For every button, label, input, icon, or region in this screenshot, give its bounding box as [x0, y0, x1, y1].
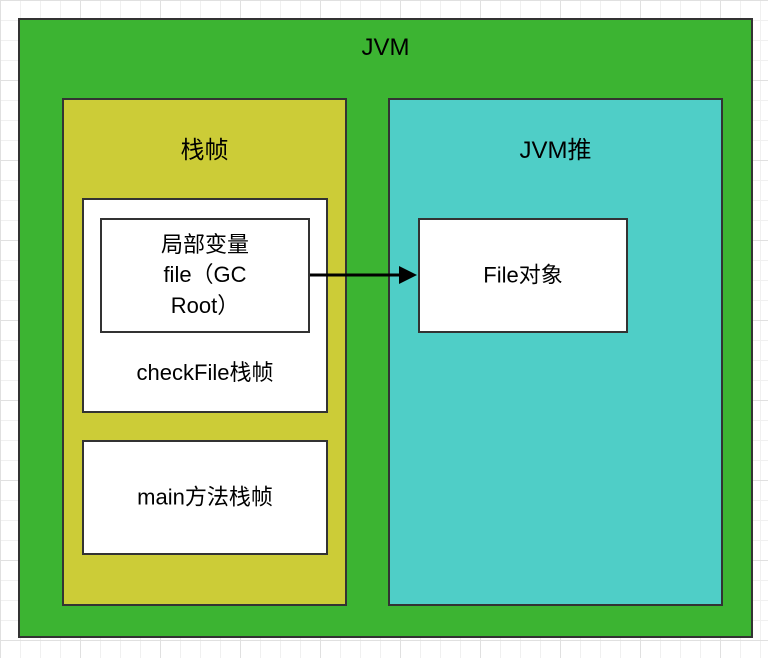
jvm-title: JVM — [20, 34, 751, 62]
heap-title: JVM推 — [390, 130, 721, 165]
local-var-line2: file（GC — [163, 262, 246, 287]
local-var-label: 局部变量 file（GC Root） — [102, 229, 308, 321]
file-object-box: File对象 — [418, 218, 628, 333]
checkfile-label: checkFile栈帧 — [84, 358, 326, 389]
local-var-line1: 局部变量 — [161, 231, 249, 256]
local-var-line3: Root） — [171, 293, 239, 318]
main-frame-label: main方法栈帧 — [84, 482, 326, 513]
local-var-box: 局部变量 file（GC Root） — [100, 218, 310, 333]
heap-container: JVM推 — [388, 98, 723, 606]
main-frame: main方法栈帧 — [82, 440, 328, 555]
file-object-label: File对象 — [420, 260, 626, 291]
stack-title: 栈帧 — [64, 130, 345, 165]
